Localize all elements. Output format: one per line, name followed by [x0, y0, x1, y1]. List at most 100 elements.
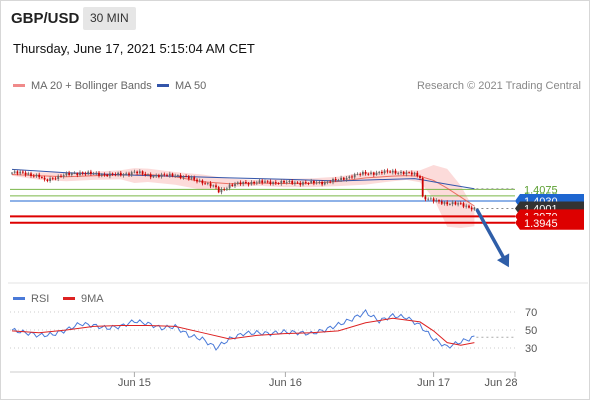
candle-body — [375, 172, 378, 175]
candle-body — [68, 172, 70, 175]
candle-body — [57, 175, 60, 179]
candle-body — [100, 174, 103, 176]
candle-body — [449, 204, 451, 205]
candle-body — [73, 173, 76, 174]
candle-body — [454, 202, 457, 205]
candle-body — [92, 173, 95, 175]
ma20-swatch — [13, 83, 25, 87]
candle-body — [400, 171, 402, 174]
legend-ma20: MA 20 + Bollinger Bands — [13, 80, 152, 92]
candle-body — [342, 177, 345, 180]
candle-body — [177, 175, 179, 176]
candle-body — [470, 207, 473, 210]
candle-body — [356, 174, 359, 175]
candle-body — [304, 182, 307, 183]
candle-body — [166, 174, 168, 176]
candle-body — [277, 183, 280, 184]
candle-body — [264, 181, 266, 183]
candle-body — [261, 180, 264, 183]
candle-body — [119, 172, 122, 176]
candle-body — [410, 172, 413, 175]
candle-body — [340, 177, 342, 180]
candle-body — [22, 171, 24, 173]
candle-body — [313, 181, 315, 184]
candle-body — [326, 181, 329, 183]
level-tag-text-1.3945: 1.3945 — [524, 218, 558, 230]
candle-body — [383, 170, 386, 174]
candle-body — [465, 205, 468, 207]
candle-body — [405, 172, 408, 175]
candle-body — [334, 179, 337, 181]
candle-body — [253, 182, 255, 184]
candle-body — [302, 182, 304, 185]
ma20-legend-label: MA 20 + Bollinger Bands — [31, 80, 152, 92]
candle-body — [236, 182, 239, 184]
candle-body — [367, 173, 370, 175]
legend-rsi: RSI — [13, 293, 49, 305]
candle-body — [245, 182, 247, 184]
candle-body — [332, 179, 334, 183]
candle-body — [419, 176, 421, 178]
candle-body — [427, 198, 430, 200]
candle-body — [79, 172, 81, 175]
candle-body — [128, 173, 130, 176]
candle-body — [250, 182, 253, 185]
candle-body — [223, 189, 226, 190]
candle-body — [242, 182, 245, 185]
candle-body — [296, 182, 299, 184]
candle-body — [43, 177, 46, 180]
candle-body — [117, 172, 119, 175]
candle-body — [421, 178, 424, 197]
candle-body — [288, 180, 291, 182]
candle-body — [62, 175, 65, 177]
candle-body — [198, 180, 201, 182]
candle-body — [182, 176, 185, 178]
candles — [11, 168, 476, 212]
timeframe-button[interactable]: 30 MIN — [83, 7, 136, 30]
candle-body — [174, 175, 177, 177]
candle-body — [30, 173, 32, 176]
legend-rsi-ma: 9MA — [63, 293, 104, 305]
x-axis: Jun 15 Jun 16 Jun 17 Jun 28 — [118, 372, 518, 389]
rsi-tick-50: 50 — [525, 325, 537, 337]
candle-body — [171, 173, 174, 176]
candle-body — [133, 171, 136, 173]
candle-body — [231, 184, 234, 186]
candle-body — [459, 203, 462, 205]
candle-body — [397, 173, 400, 174]
candle-body — [307, 183, 310, 184]
candle-body — [462, 203, 465, 207]
candle-body — [204, 183, 206, 185]
candle-body — [209, 183, 212, 187]
candle-body — [408, 172, 410, 174]
candle-body — [228, 184, 231, 189]
candle-body — [315, 182, 318, 184]
candle-body — [212, 185, 215, 187]
candle-body — [95, 172, 98, 174]
candle-body — [299, 183, 302, 185]
candle-body — [430, 198, 432, 200]
rsi-line — [11, 308, 475, 351]
candle-body — [168, 173, 171, 176]
candle-body — [217, 187, 220, 193]
candle-body — [362, 171, 364, 175]
candle-body — [432, 198, 435, 202]
candle-body — [149, 174, 152, 178]
candle-body — [351, 176, 353, 178]
candle-body — [345, 178, 348, 180]
candle-body — [239, 182, 242, 185]
candle-body — [51, 178, 54, 180]
candle-body — [125, 173, 128, 175]
level-tag-1.3945 — [515, 215, 584, 230]
candle-body — [27, 173, 30, 175]
candle-body — [457, 203, 459, 205]
candle-body — [402, 171, 405, 175]
candle-body — [274, 182, 277, 184]
candle-body — [370, 172, 372, 174]
candle-body — [155, 175, 158, 177]
candle-body — [49, 178, 51, 181]
candle-body — [11, 172, 13, 174]
rsi-legend-label: RSI — [31, 293, 50, 305]
candle-body — [364, 171, 367, 174]
candle-body — [323, 182, 326, 185]
